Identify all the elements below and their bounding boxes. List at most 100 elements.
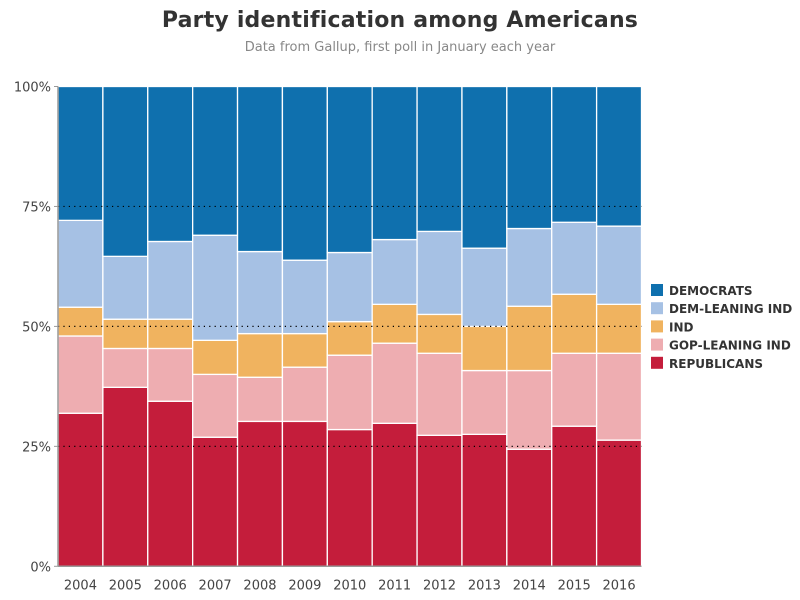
bar-segment-democrats-2004	[57, 85, 104, 222]
bar-segment-republicans-2005	[102, 386, 149, 567]
x-tick-label: 2015	[558, 578, 591, 593]
legend-label: IND	[669, 320, 694, 334]
bar-segment-dem-leaning-ind-2004	[57, 219, 104, 308]
bar-segment-republicans-2007	[192, 436, 239, 567]
y-tick-label: 0%	[30, 560, 51, 575]
bar-segment-republicans-2008	[236, 420, 284, 567]
bar-segment-gop-leaning-ind-2010	[326, 354, 373, 431]
x-tick-label: 2012	[423, 578, 456, 593]
legend-label: DEM-LEANING IND	[669, 302, 792, 316]
bar-segment-democrats-2008	[236, 85, 284, 253]
bar-segment-ind-2011	[371, 303, 418, 344]
bar-segment-democrats-2015	[551, 85, 598, 223]
x-tick-label: 2006	[154, 578, 187, 593]
bar-segment-ind-2004	[57, 306, 104, 337]
bar-segment-gop-leaning-ind-2014	[506, 369, 553, 450]
bar-segment-ind-2006	[147, 318, 194, 350]
bar-segment-dem-leaning-ind-2014	[506, 227, 553, 307]
y-tick-label: 100%	[14, 81, 51, 96]
bars-group	[57, 85, 643, 567]
bar-segment-dem-leaning-ind-2016	[595, 225, 643, 305]
x-tick-label: 2008	[243, 578, 276, 593]
bar-segment-dem-leaning-ind-2006	[147, 240, 194, 320]
legend-label: REPUBLICANS	[669, 357, 763, 371]
bar-segment-dem-leaning-ind-2010	[326, 251, 373, 323]
bar-segment-democrats-2006	[147, 85, 194, 243]
bar-segment-dem-leaning-ind-2005	[102, 255, 149, 320]
legend-swatch	[651, 338, 663, 351]
bar-segment-dem-leaning-ind-2009	[281, 259, 328, 335]
bar-segment-ind-2015	[551, 293, 598, 354]
bar-segment-gop-leaning-ind-2004	[57, 335, 104, 414]
chart-title: Party identification among Americans	[161, 8, 639, 33]
bar-segment-republicans-2014	[506, 448, 553, 567]
bar-segment-ind-2005	[102, 318, 149, 350]
x-tick-label: 2007	[199, 578, 232, 593]
legend-item-dem-leaning-ind: DEM-LEANING IND	[651, 302, 792, 316]
legend: DEMOCRATS DEM-LEANING IND IND GOP-LEANING I…	[651, 284, 792, 371]
bar-segment-dem-leaning-ind-2008	[236, 250, 284, 335]
bar-segment-ind-2016	[595, 303, 643, 354]
bar-segment-dem-leaning-ind-2015	[551, 221, 598, 295]
bar-segment-republicans-2004	[57, 412, 104, 567]
bar-segment-dem-leaning-ind-2013	[461, 247, 508, 328]
legend-swatch	[651, 284, 663, 296]
axes-group: 0% 25% 50% 75% 100% 2004 2005 2006 2007 2008 2009 2…	[14, 81, 642, 593]
legend-item-gop-leaning-ind: GOP-LEANING IND	[651, 338, 791, 353]
bar-segment-ind-2009	[281, 332, 328, 368]
bar-segment-democrats-2009	[281, 85, 328, 261]
bar-segment-gop-leaning-ind-2015	[551, 352, 598, 427]
bar-segment-democrats-2011	[371, 85, 418, 241]
bar-segment-democrats-2014	[506, 85, 553, 230]
legend-swatch	[651, 356, 663, 369]
x-tick-label: 2013	[468, 578, 501, 593]
bar-segment-republicans-2012	[416, 434, 463, 567]
bar-segment-democrats-2012	[416, 85, 463, 233]
bar-segment-democrats-2016	[595, 85, 643, 227]
legend-swatch	[651, 302, 663, 315]
y-tick-label: 25%	[22, 440, 51, 455]
bar-segment-ind-2014	[506, 305, 553, 372]
bar-segment-gop-leaning-ind-2008	[236, 376, 284, 423]
bar-segment-gop-leaning-ind-2013	[461, 369, 508, 436]
bar-segment-republicans-2010	[326, 428, 373, 567]
bar-segment-democrats-2013	[461, 85, 508, 249]
bar-segment-gop-leaning-ind-2006	[147, 347, 194, 402]
x-tick-label: 2010	[333, 578, 366, 593]
bar-segment-ind-2012	[416, 313, 463, 354]
bar-segment-gop-leaning-ind-2009	[281, 366, 328, 423]
bar-segment-republicans-2015	[551, 425, 598, 567]
bar-segment-democrats-2007	[192, 85, 239, 236]
bar-segment-ind-2013	[461, 325, 508, 372]
bar-segment-ind-2008	[236, 332, 284, 378]
x-tick-label: 2004	[64, 578, 97, 593]
bar-segment-republicans-2013	[461, 433, 508, 567]
legend-label: DEMOCRATS	[669, 284, 753, 298]
bar-segment-republicans-2011	[371, 422, 418, 567]
legend-item-republicans: REPUBLICANS	[651, 356, 763, 371]
bar-segment-gop-leaning-ind-2005	[102, 347, 149, 388]
x-tick-label: 2011	[378, 578, 411, 593]
bar-segment-dem-leaning-ind-2012	[416, 230, 463, 316]
bar-segment-ind-2007	[192, 339, 239, 376]
y-tick-label: 75%	[22, 200, 51, 215]
bar-segment-republicans-2016	[595, 439, 643, 567]
bar-segment-gop-leaning-ind-2011	[371, 342, 418, 424]
legend-swatch	[651, 320, 663, 333]
y-tick-label: 50%	[22, 320, 51, 335]
gridlines-group	[58, 205, 642, 447]
x-tick-label: 2016	[603, 578, 636, 593]
x-tick-label: 2014	[513, 578, 546, 593]
bar-segment-dem-leaning-ind-2011	[371, 238, 418, 305]
legend-item-ind: IND	[651, 320, 694, 334]
bar-segment-democrats-2010	[326, 85, 373, 254]
bar-segment-republicans-2006	[147, 400, 194, 567]
chart-subtitle: Data from Gallup, first poll in January …	[244, 40, 556, 55]
bar-segment-gop-leaning-ind-2012	[416, 352, 463, 436]
legend-item-democrats: DEMOCRATS	[651, 284, 753, 298]
x-tick-label: 2009	[288, 578, 321, 593]
bar-segment-democrats-2005	[102, 85, 149, 257]
x-tick-label: 2005	[109, 578, 142, 593]
bar-segment-dem-leaning-ind-2007	[192, 234, 239, 341]
